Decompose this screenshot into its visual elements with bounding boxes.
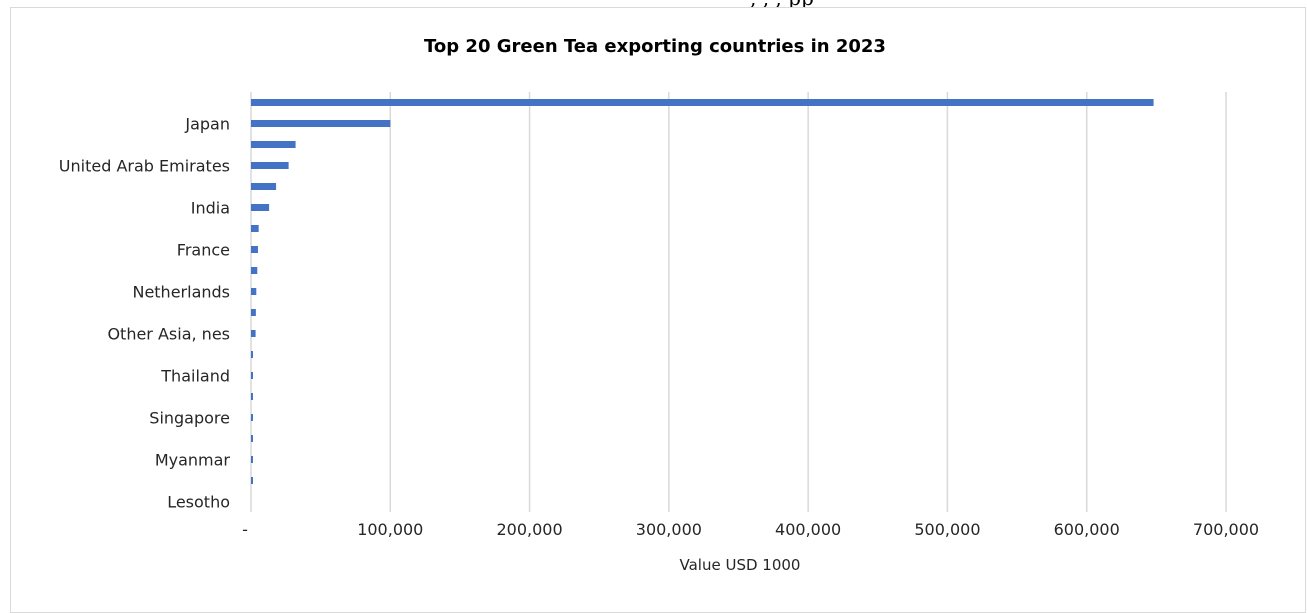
bar <box>251 246 258 253</box>
x-tick-label: 400,000 <box>775 520 841 539</box>
category-label: United Arab Emirates <box>59 157 230 176</box>
bar <box>251 309 256 316</box>
x-tick-label: 300,000 <box>636 520 702 539</box>
x-tick-labels: - 100,000 200,000 300,000 400,000 500,000 600,… <box>242 520 1259 539</box>
bar <box>251 372 253 379</box>
bar <box>251 162 289 169</box>
category-label: Netherlands <box>132 283 230 302</box>
x-tick-label: - <box>242 520 248 539</box>
bar <box>251 99 1154 106</box>
bar <box>251 435 253 442</box>
bar <box>251 456 253 463</box>
bar <box>251 414 253 421</box>
bar <box>251 330 256 337</box>
gridlines <box>250 92 1227 512</box>
x-tick-label: 600,000 <box>1054 520 1120 539</box>
category-label: Lesotho <box>167 493 230 512</box>
bar <box>251 393 253 400</box>
bar <box>251 120 391 127</box>
bar <box>251 225 259 232</box>
category-label: Other Asia, nes <box>107 325 230 344</box>
x-tick-label: 200,000 <box>496 520 562 539</box>
x-tick-label: 700,000 <box>1193 520 1259 539</box>
bar <box>251 267 258 274</box>
x-tick-label: 100,000 <box>357 520 423 539</box>
bar <box>251 288 257 295</box>
category-label: Japan <box>184 115 230 134</box>
x-tick-label: 500,000 <box>914 520 980 539</box>
bar <box>251 351 253 358</box>
category-label: Singapore <box>149 409 230 428</box>
chart-title: Top 20 Green Tea exporting countries in … <box>424 36 886 57</box>
category-label: Myanmar <box>155 451 231 470</box>
bar <box>251 141 296 148</box>
category-label: Thailand <box>160 367 230 386</box>
bars <box>251 99 1154 484</box>
x-axis-title: Value USD 1000 <box>680 556 801 574</box>
bar <box>251 477 253 484</box>
bar <box>251 183 277 190</box>
category-label: India <box>191 199 230 218</box>
category-label: France <box>177 241 230 260</box>
category-labels: Japan United Arab Emirates India France Neth… <box>59 115 231 512</box>
page-text-fragment: , , , pp <box>750 0 1307 8</box>
bar <box>251 204 270 211</box>
